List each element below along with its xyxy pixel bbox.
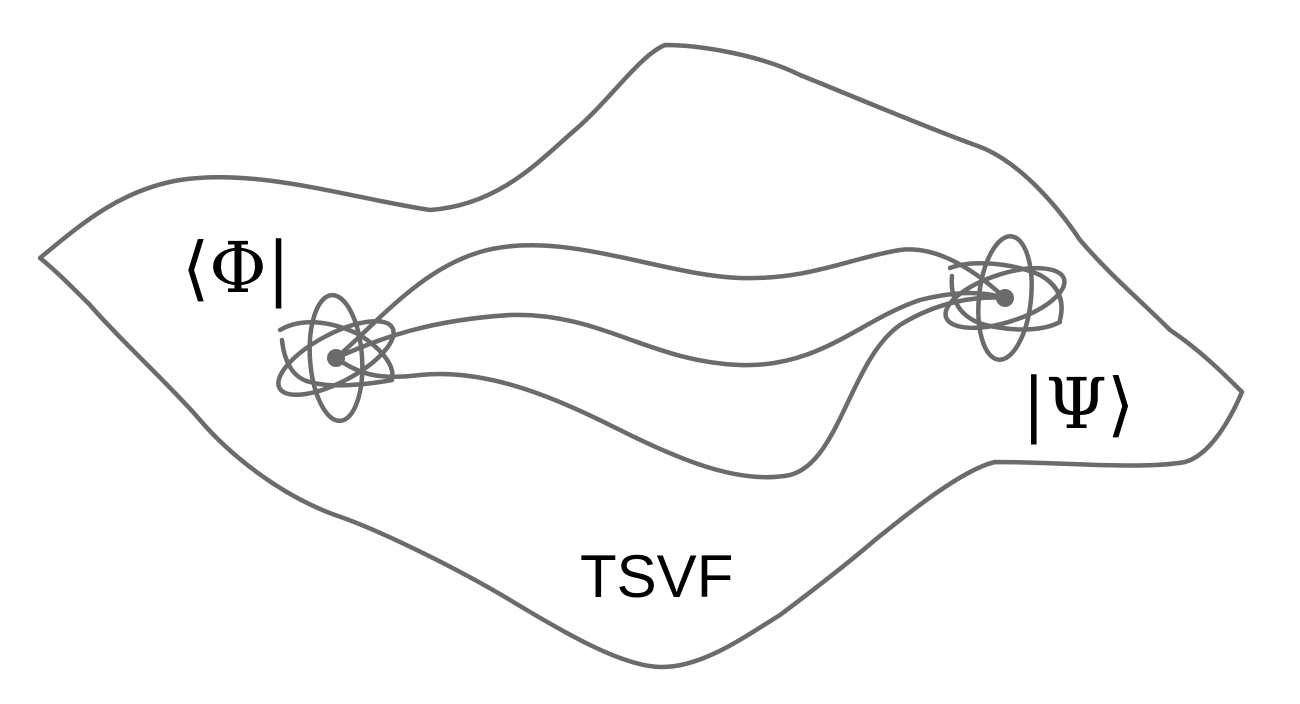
- bra-phi-label: ⟨Φ|: [182, 227, 290, 309]
- path-upper: [333, 243, 1008, 361]
- path-middle: [333, 290, 1008, 368]
- tsvf-label: TSVF: [580, 543, 733, 610]
- path-lower: [333, 295, 1008, 480]
- ket-psi-label: |Ψ⟩: [1022, 363, 1134, 445]
- tsvf-region-outline: [37, 42, 1245, 670]
